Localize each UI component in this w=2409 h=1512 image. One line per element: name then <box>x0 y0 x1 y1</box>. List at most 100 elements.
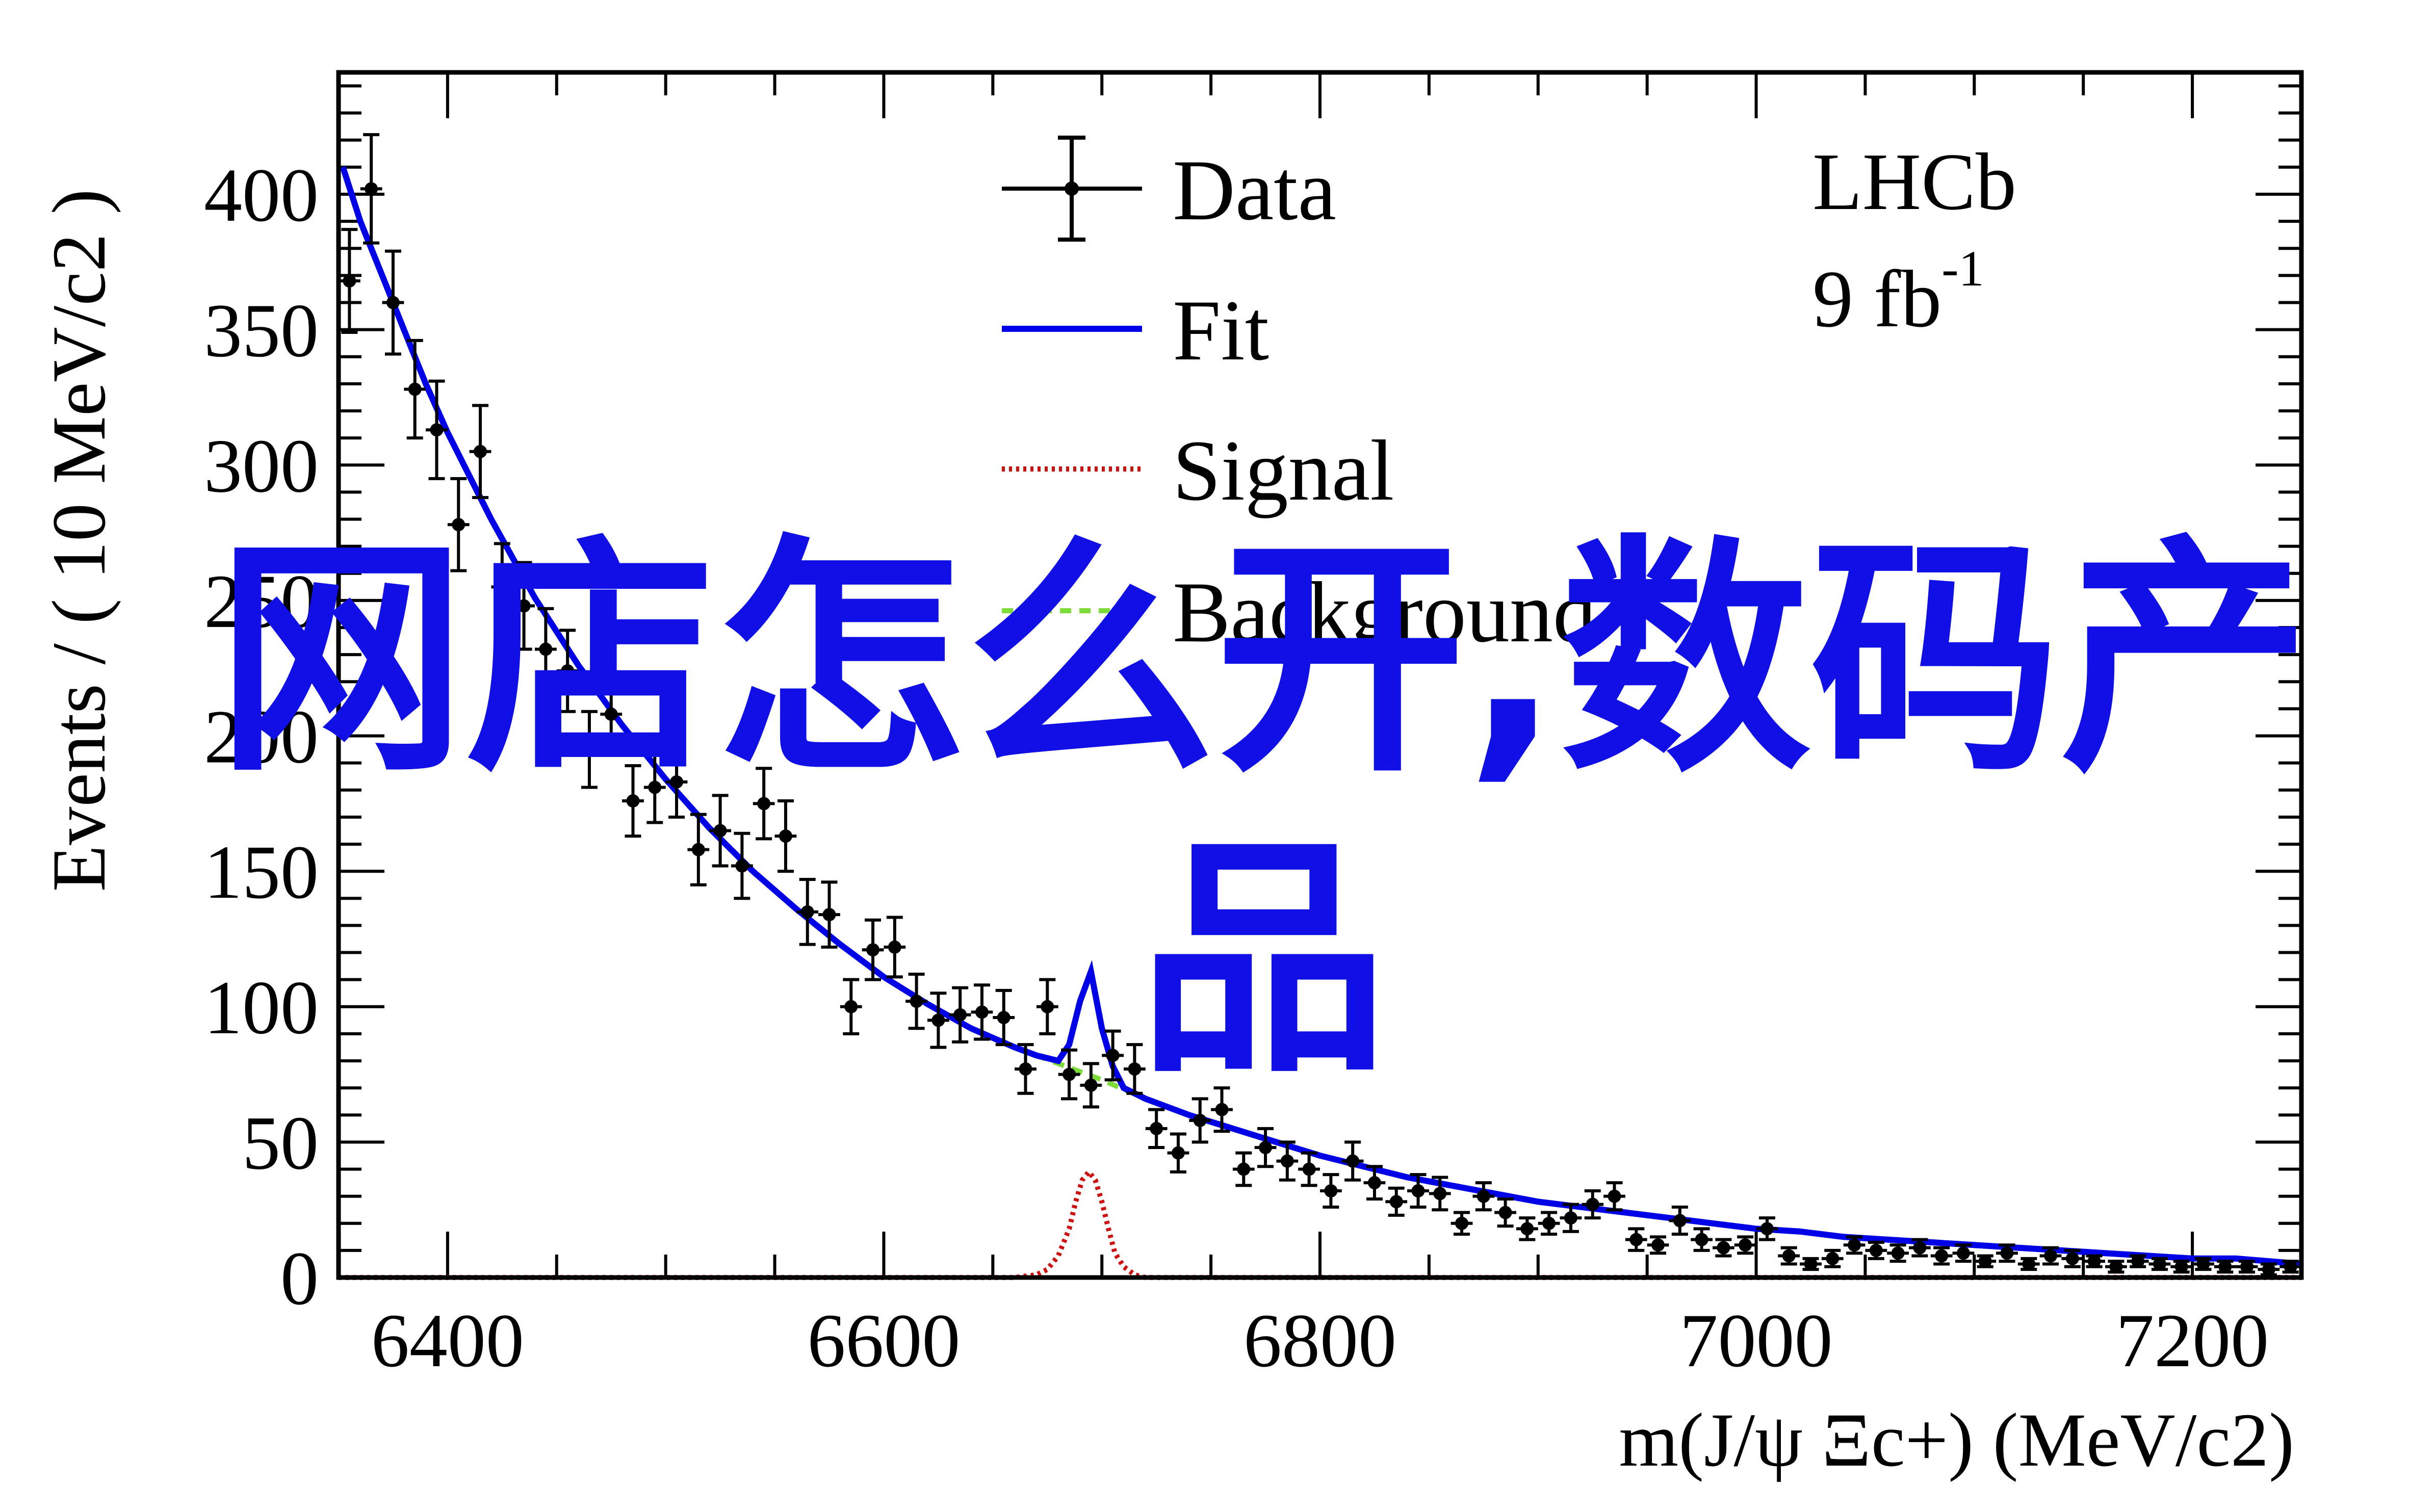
data-point-marker <box>1673 1214 1687 1228</box>
legend-label-fit: Fit <box>1173 282 1269 378</box>
data-point-marker <box>386 296 400 309</box>
data-point <box>1407 1173 1429 1209</box>
data-point-marker <box>2218 1260 2232 1273</box>
data-point-marker <box>1498 1206 1512 1219</box>
data-point <box>1778 1246 1800 1266</box>
data-point <box>622 764 644 838</box>
data-point <box>753 767 775 841</box>
data-point <box>1167 1132 1189 1174</box>
data-point <box>535 607 557 692</box>
data-point-marker <box>2262 1263 2275 1276</box>
data-point <box>1560 1203 1582 1233</box>
data-point-marker <box>495 580 509 594</box>
data-point <box>2258 1262 2280 1276</box>
data-point-marker <box>561 664 575 678</box>
y-tick-label: 100 <box>204 966 319 1050</box>
data-point-marker <box>1041 1000 1054 1013</box>
data-point-marker <box>735 859 749 873</box>
data-point-marker <box>648 780 662 794</box>
data-point <box>1341 1140 1364 1182</box>
y-axis-title: Events / ( 10 MeV/c2 ) <box>37 189 121 892</box>
data-point-marker <box>474 445 487 458</box>
x-tick-label: 7000 <box>1680 1298 1833 1383</box>
data-point <box>1974 1254 1997 1268</box>
data-point <box>1996 1243 2018 1263</box>
data-point-marker <box>1019 1062 1032 1076</box>
data-point-marker <box>2174 1260 2188 1273</box>
data-point <box>1472 1181 1495 1212</box>
data-point <box>600 674 623 754</box>
data-point-marker <box>430 423 444 437</box>
data-point <box>2083 1254 2105 1268</box>
data-point-marker <box>1564 1211 1577 1225</box>
data-point <box>339 228 360 334</box>
data-point <box>1015 1043 1037 1095</box>
data-point <box>2148 1257 2171 1271</box>
data-point <box>2039 1246 2062 1266</box>
data-point <box>774 799 797 873</box>
data-point-marker <box>1760 1222 1774 1236</box>
data-point-marker <box>844 1000 858 1013</box>
data-point <box>1887 1243 1909 1263</box>
data-point <box>796 878 819 946</box>
data-point-marker <box>2153 1257 2166 1271</box>
data-point-marker <box>1280 1154 1294 1168</box>
data-point <box>1647 1235 1669 1255</box>
data-point <box>447 477 470 572</box>
data-point-marker <box>1782 1249 1796 1263</box>
x-tick-label: 6400 <box>371 1298 524 1383</box>
data-point <box>1669 1205 1691 1236</box>
data-point <box>1800 1257 1822 1271</box>
data-point <box>1865 1240 1887 1260</box>
data-point-marker <box>1804 1257 1818 1271</box>
data-point-marker <box>1302 1162 1316 1176</box>
data-point-marker <box>1717 1241 1730 1255</box>
data-point-marker <box>1608 1189 1621 1203</box>
data-point <box>1603 1181 1625 1212</box>
data-point <box>862 918 884 981</box>
data-point <box>2214 1260 2236 1274</box>
legend-item-signal: Signal <box>1002 423 1394 518</box>
series-background-curve <box>340 166 2302 1267</box>
data-point-marker <box>1978 1255 1992 1268</box>
data-point <box>1450 1211 1473 1236</box>
data-point <box>491 542 513 632</box>
data-point-marker <box>2240 1260 2254 1273</box>
luminosity-value: 9 fb <box>1812 253 1941 344</box>
data-point <box>469 404 491 500</box>
data-point-marker <box>2109 1260 2123 1273</box>
data-point-marker <box>517 599 531 613</box>
data-point-marker <box>757 797 771 811</box>
legend-label-background: Background <box>1173 564 1596 660</box>
data-point <box>1276 1140 1299 1182</box>
data-point <box>884 916 906 979</box>
data-point-marker <box>1520 1222 1534 1236</box>
data-point <box>1320 1173 1342 1209</box>
data-point <box>840 978 862 1035</box>
data-point <box>1713 1238 1734 1258</box>
data-point <box>2192 1257 2214 1271</box>
data-point-marker <box>452 518 465 532</box>
luminosity-label: 9 fb-1 <box>1812 240 1984 344</box>
data-point-marker <box>1826 1252 1840 1265</box>
data-point <box>578 710 601 789</box>
y-tick-label: 400 <box>204 153 319 238</box>
luminosity-superscript: -1 <box>1941 240 1984 297</box>
data-point-marker <box>604 708 618 721</box>
data-point-marker <box>1869 1243 1883 1257</box>
x-axis-title: m(J/ψ Ξc+) (MeV/c2) <box>1619 1398 2294 1482</box>
data-point-marker <box>1455 1216 1469 1230</box>
data-point <box>1036 978 1058 1035</box>
data-point <box>2105 1260 2127 1274</box>
y-tick-label: 200 <box>204 695 319 779</box>
data-point <box>2280 1260 2301 1274</box>
data-point-marker <box>997 1011 1011 1025</box>
data-point <box>927 992 949 1049</box>
data-point-marker <box>626 794 640 808</box>
data-point <box>1756 1216 1778 1241</box>
data-point-marker <box>1324 1184 1338 1198</box>
data-point-marker <box>953 1008 967 1022</box>
data-point <box>1232 1151 1255 1187</box>
data-point-marker <box>1935 1249 1949 1263</box>
